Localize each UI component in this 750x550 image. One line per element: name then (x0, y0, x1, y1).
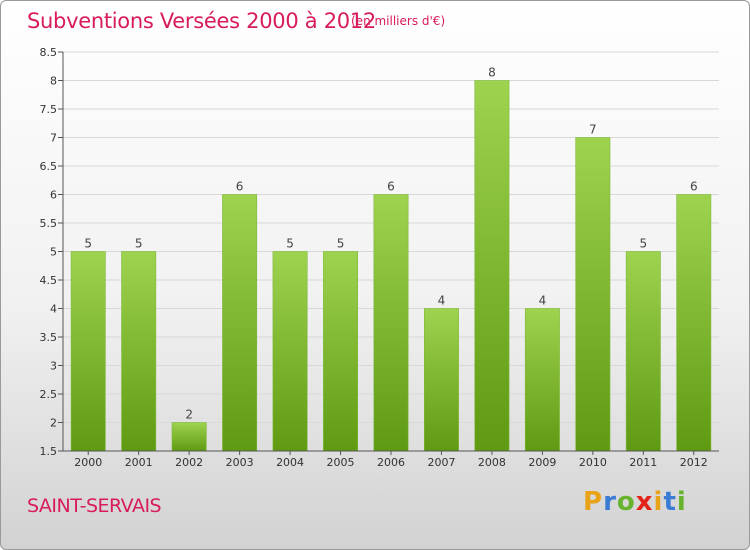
y-tick-label: 6 (50, 189, 57, 202)
bar-2006 (373, 194, 409, 452)
bar-2007 (424, 308, 459, 452)
y-tick-label: 3 (50, 360, 57, 373)
x-tick-label: 2000 (74, 456, 102, 469)
data-label: 5 (639, 237, 647, 251)
x-tick-label: 2010 (579, 456, 607, 469)
y-tick-label: 7 (50, 132, 57, 145)
y-tick-label: 3.5 (40, 331, 58, 344)
x-tick-label: 2003 (226, 456, 254, 469)
bar-2010 (575, 137, 611, 452)
data-label: 4 (438, 294, 446, 308)
data-label: 2 (185, 408, 193, 422)
data-label: 7 (589, 123, 597, 137)
x-tick-label: 2001 (125, 456, 153, 469)
bars: 5 5 2 6 5 5 6 4 8 4 7 5 6 (70, 66, 712, 452)
bar-2011 (625, 251, 661, 452)
commune-name: SAINT-SERVAIS (27, 495, 162, 517)
x-tick-label: 2006 (377, 456, 405, 469)
bar-2003 (222, 194, 258, 452)
data-label: 5 (84, 237, 92, 251)
data-label: 5 (135, 237, 143, 251)
axes: 1.5 2 2.5 3 3.5 4 4.5 5 5.5 6 6.5 7 7.5 8 8.5 2000 2001 2… (40, 46, 719, 469)
chart-title: Subventions Versées 2000 à 2012 (27, 9, 376, 33)
y-tick-label: 7.5 (40, 103, 58, 116)
y-tick-label: 2 (50, 417, 57, 430)
y-tick-label: 4 (50, 303, 57, 316)
y-tick-label: 8 (50, 75, 57, 88)
x-tick-label: 2007 (427, 456, 455, 469)
y-tick-label: 6.5 (40, 160, 58, 173)
bar-2004 (272, 251, 308, 452)
proxiti-logo[interactable]: Proxiti (583, 487, 687, 517)
data-label: 5 (286, 237, 294, 251)
x-tick-label: 2008 (478, 456, 506, 469)
x-tick-label: 2004 (276, 456, 304, 469)
bar-2008 (474, 80, 510, 452)
y-tick-label: 2.5 (40, 388, 58, 401)
data-label: 5 (337, 237, 345, 251)
chart-subtitle: (en milliers d'€) (351, 14, 446, 28)
bar-2000 (70, 251, 106, 452)
data-label: 4 (539, 294, 547, 308)
bar-2002 (171, 422, 207, 452)
x-tick-label: 2005 (327, 456, 355, 469)
y-tick-label: 4.5 (40, 274, 58, 287)
y-tick-label: 8.5 (40, 46, 58, 59)
y-tick-label: 5 (50, 246, 57, 259)
x-tick-label: 2009 (528, 456, 556, 469)
bar-2005 (323, 251, 358, 452)
bar-2001 (121, 251, 157, 452)
y-tick-label: 1.5 (40, 445, 58, 458)
bar-2009 (524, 308, 560, 452)
y-tick-label: 5.5 (40, 217, 58, 230)
x-tick-label: 2012 (680, 456, 708, 469)
x-tick-label: 2002 (175, 456, 203, 469)
data-label: 8 (488, 66, 496, 80)
data-label: 6 (387, 180, 395, 194)
bar-2012 (676, 194, 712, 452)
x-tick-label: 2011 (629, 456, 657, 469)
data-label: 6 (236, 180, 244, 194)
data-label: 6 (690, 180, 698, 194)
